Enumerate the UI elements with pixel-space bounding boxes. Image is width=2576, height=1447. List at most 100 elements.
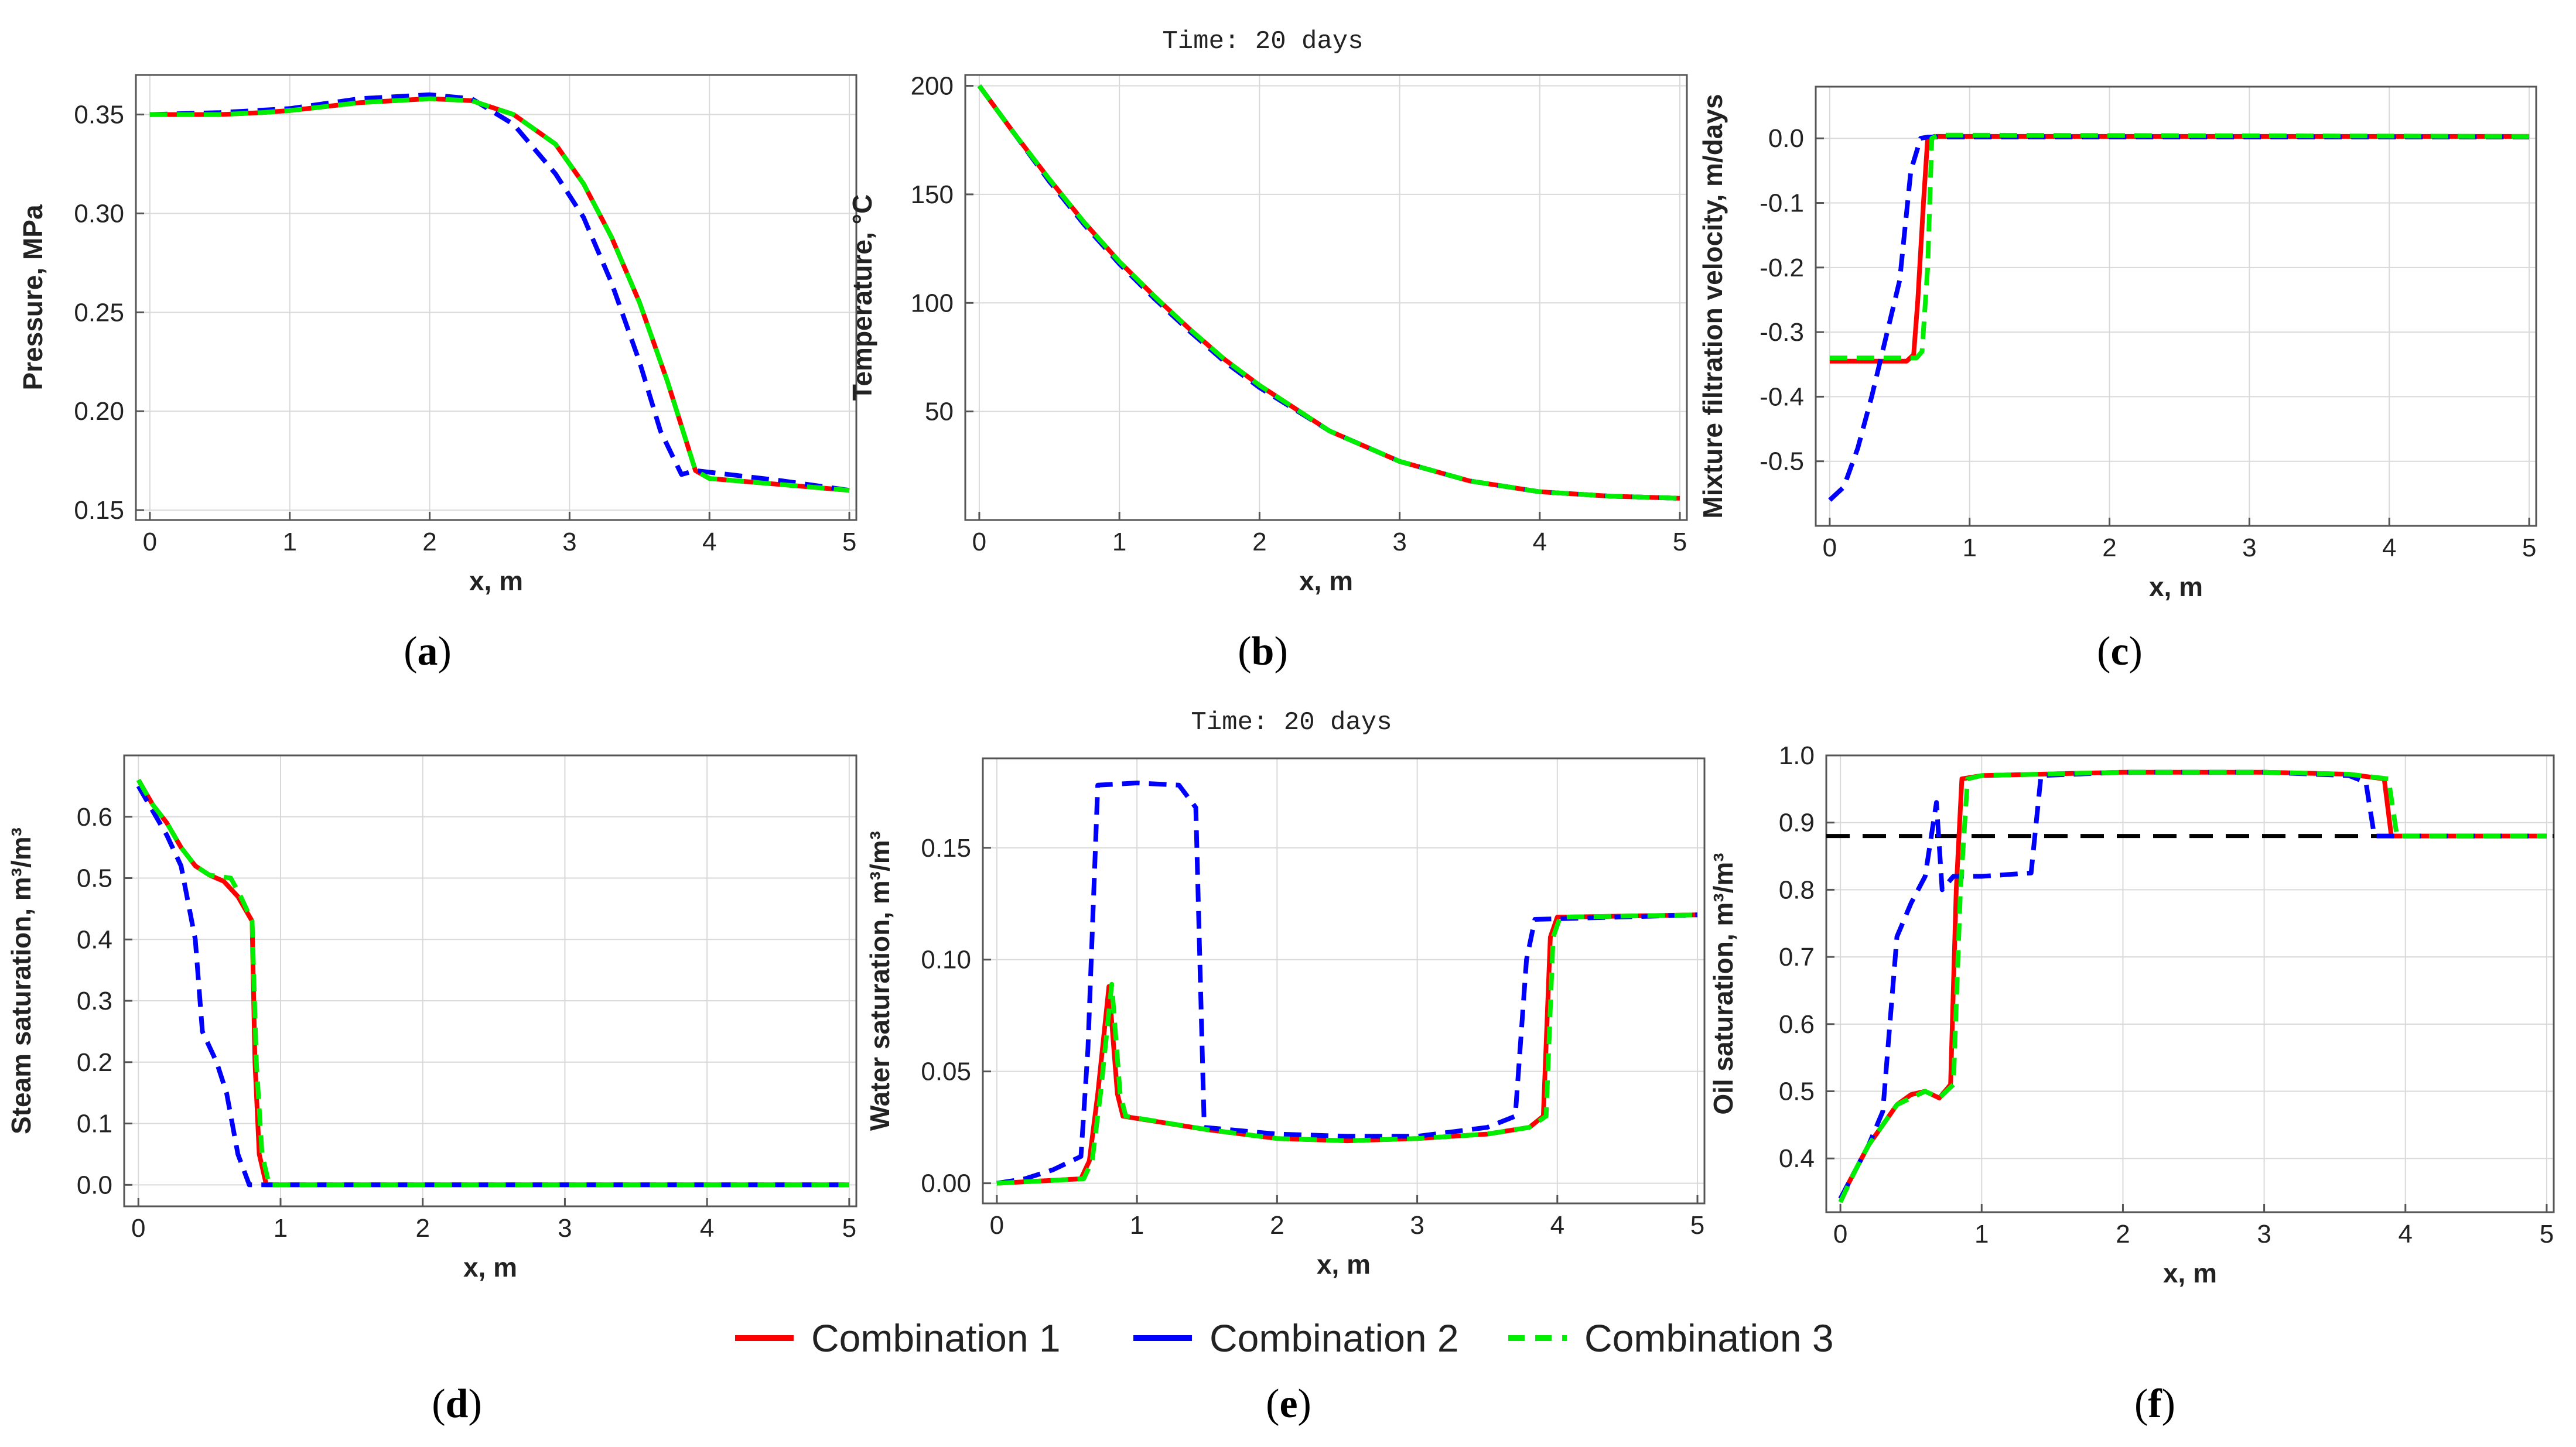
series-line-c-1 (1829, 134, 2530, 364)
chart-a: 0 1 2 3 4 5 0.15 0.20 0.25 0.30 0.35 x, m Pressure, … (18, 74, 857, 596)
plot-frame-d (123, 754, 857, 1207)
ytick-label-a-4: 0.35 (74, 101, 124, 129)
xtick-label-c-2: 2 (2102, 533, 2116, 562)
ytick-label-f-2: 0.6 (1779, 1010, 1815, 1039)
legend-label-3: Combination 3 (1584, 1316, 1834, 1360)
ytick-label-f-3: 0.7 (1779, 943, 1815, 971)
xtick-label-e-5: 5 (1690, 1211, 1704, 1240)
xtick-label-d-3: 3 (558, 1214, 572, 1243)
panel-label-d: (d) (432, 1381, 482, 1427)
series-line-d-1 (136, 778, 849, 1188)
panel-label-a: (a) (404, 629, 452, 674)
ytick-label-a-2: 0.25 (74, 298, 124, 327)
ytick-label-e-2: 0.10 (921, 946, 971, 974)
y-axis-title-b: Temperature, °C (847, 194, 877, 401)
xtick-label-b-4: 4 (1533, 528, 1547, 556)
series-line-e-1 (996, 912, 1698, 1186)
ytick-label-c-5: 0.0 (1768, 124, 1804, 153)
series-line-e-2 (996, 781, 1698, 1186)
xtick-label-b-0: 0 (972, 528, 986, 556)
x-axis-title-e: x, m (1317, 1249, 1371, 1280)
ytick-label-e-3: 0.15 (921, 834, 971, 863)
y-axis-title-f: Oil saturation, m³/m³ (1708, 853, 1738, 1114)
xtick-label-a-3: 3 (562, 528, 576, 556)
xtick-label-c-0: 0 (1823, 533, 1837, 562)
legend-label-2: Combination 2 (1210, 1316, 1459, 1360)
series-line-c-3 (1829, 132, 2530, 361)
x-axis-title-c: x, m (2149, 572, 2203, 602)
chart-e: 0 1 2 3 4 5 0.00 0.05 0.10 0.15 x, m Water saturati… (865, 708, 1706, 1280)
series-line-e-3 (996, 912, 1698, 1186)
series-line-d-2 (136, 785, 849, 1188)
xtick-label-a-0: 0 (143, 528, 157, 556)
xtick-label-c-3: 3 (2242, 533, 2256, 562)
plot-frame-c (1815, 85, 2537, 527)
ytick-label-b-0: 50 (925, 398, 954, 426)
xtick-label-e-3: 3 (1410, 1211, 1424, 1240)
panel-label-e: (e) (1266, 1381, 1311, 1427)
xtick-label-e-0: 0 (990, 1211, 1004, 1240)
x-axis-title-b: x, m (1299, 566, 1353, 596)
series-line-b-2 (977, 84, 1680, 501)
xtick-label-a-2: 2 (422, 528, 436, 556)
ytick-label-f-4: 0.8 (1779, 875, 1815, 904)
xtick-label-f-5: 5 (2540, 1220, 2554, 1248)
xtick-label-b-3: 3 (1392, 528, 1406, 556)
x-axis-title-f: x, m (2163, 1258, 2217, 1288)
ytick-label-f-0: 0.4 (1779, 1144, 1815, 1173)
xtick-label-a-1: 1 (282, 528, 296, 556)
xtick-label-b-2: 2 (1252, 528, 1266, 556)
series-line-a-1 (149, 96, 850, 493)
xtick-label-f-4: 4 (2399, 1220, 2413, 1248)
plot-frame-a (135, 74, 857, 521)
xtick-label-f-1: 1 (1974, 1220, 1989, 1248)
chart-title-b: Time: 20 days (1162, 27, 1363, 56)
ytick-label-d-0: 0.0 (77, 1171, 112, 1199)
ytick-label-c-0: -0.5 (1760, 447, 1804, 476)
series-line-a-2 (149, 92, 850, 493)
chart-panels: 0 1 2 3 4 50.150.200.250.300.35x, mPressure, … (6, 27, 2555, 1288)
chart-d: 0 1 2 3 4 5 0.0 0.1 0.2 0.3 0.4 0.5 0.6 x, m Steam sat… (6, 754, 857, 1282)
x-axis-title-a: x, m (469, 566, 523, 596)
ytick-label-c-3: -0.2 (1760, 254, 1804, 282)
series-line-f-3 (1838, 769, 2547, 1203)
plot-frame-f (1825, 754, 2555, 1213)
xtick-label-d-5: 5 (842, 1214, 856, 1243)
xtick-label-e-2: 2 (1270, 1211, 1284, 1240)
panel-label-f: (f) (2134, 1381, 2175, 1427)
panel-label-b: (b) (1238, 629, 1288, 674)
xtick-label-d-0: 0 (131, 1214, 145, 1243)
ytick-label-f-6: 1.0 (1779, 741, 1815, 770)
chart-b: 0 1 2 3 4 5 50 100 150 200 x, m Temperature, °C Time… (847, 27, 1688, 596)
xtick-label-c-5: 5 (2522, 533, 2536, 562)
ytick-label-d-1: 0.1 (77, 1110, 112, 1138)
xtick-label-d-2: 2 (415, 1214, 429, 1243)
xtick-label-f-0: 0 (1833, 1220, 1847, 1248)
ytick-label-e-1: 0.05 (921, 1058, 971, 1086)
panel-label-c: (c) (2097, 629, 2143, 674)
ytick-label-f-5: 0.9 (1779, 809, 1815, 837)
plot-frame-b (964, 74, 1688, 521)
ytick-label-d-3: 0.3 (77, 987, 112, 1015)
chart-f: 0 1 2 3 4 5 0.4 0.5 0.6 0.7 0.8 0.9 1.0 x, m Oil satur… (1708, 741, 2555, 1288)
ytick-label-d-5: 0.5 (77, 864, 112, 893)
x-axis-title-d: x, m (463, 1252, 517, 1282)
ytick-label-f-1: 0.5 (1779, 1077, 1815, 1106)
ytick-label-d-4: 0.4 (77, 925, 112, 954)
ytick-label-c-2: -0.3 (1760, 318, 1804, 347)
ytick-label-b-2: 150 (911, 180, 954, 209)
xtick-label-f-3: 3 (2257, 1220, 2271, 1248)
xtick-label-c-1: 1 (1962, 533, 1976, 562)
plot-frame-e (982, 757, 1706, 1205)
y-axis-title-a: Pressure, MPa (18, 204, 48, 390)
ytick-label-a-3: 0.30 (74, 199, 124, 228)
ytick-label-d-6: 0.6 (77, 803, 112, 832)
xtick-label-c-4: 4 (2382, 533, 2396, 562)
xtick-label-a-4: 4 (702, 528, 716, 556)
y-axis-title-c: Mixture filtration velocity, m/days (1697, 94, 1728, 518)
panel-labels: (a) (b) (c) (d) (e) (f) (404, 629, 2175, 1427)
series-line-d-3 (136, 778, 849, 1188)
ytick-label-a-0: 0.15 (74, 496, 124, 525)
y-axis-title-e: Water saturation, m³/m³ (865, 831, 895, 1131)
